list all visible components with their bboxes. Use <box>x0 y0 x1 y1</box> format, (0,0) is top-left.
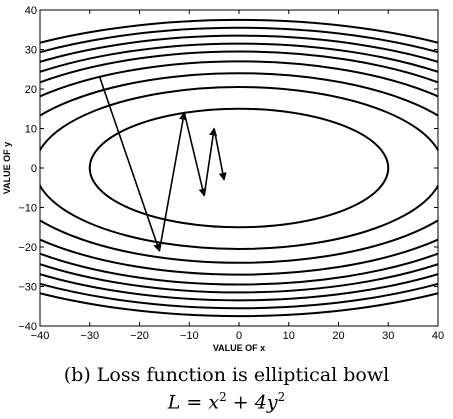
y-axis-ticks: −40 −30 −20 −10 0 10 20 30 40 <box>18 5 438 333</box>
x-tick-label: 0 <box>236 330 242 342</box>
y-tick-label: −20 <box>18 242 37 254</box>
x-tick-label: −10 <box>180 330 199 342</box>
x-axis-ticks: −40 −30 −20 −10 0 10 20 30 40 <box>31 10 444 342</box>
y-tick-label: 0 <box>31 163 37 175</box>
y-tick-label: 30 <box>25 45 37 57</box>
y-axis-label: VALUE OF y <box>2 142 12 194</box>
descent-step-2 <box>158 111 187 252</box>
descent-step-5 <box>213 128 227 181</box>
x-tick-label: 30 <box>382 330 394 342</box>
x-axis-label: VALUE OF x <box>213 343 265 353</box>
descent-step-1 <box>98 76 161 252</box>
figure-caption: (b) Loss function is elliptical bowl <box>63 364 390 386</box>
descent-step-4 <box>203 127 218 196</box>
y-tick-label: 10 <box>25 124 37 136</box>
contour-line-4 <box>40 60 438 276</box>
y-tick-label: 40 <box>25 5 37 17</box>
contour-line-3 <box>40 72 438 264</box>
y-tick-label: 20 <box>25 84 37 96</box>
x-tick-label: −20 <box>130 330 149 342</box>
formula-base: L = x <box>167 391 220 414</box>
x-tick-label: −30 <box>80 330 99 342</box>
x-tick-label: 20 <box>332 330 344 342</box>
y-tick-label: −40 <box>18 321 37 333</box>
descent-step-3 <box>183 112 207 197</box>
contour-lines <box>40 18 438 318</box>
formula-mid: + 4y <box>226 391 278 414</box>
x-tick-label: 10 <box>283 330 295 342</box>
contour-line-1 <box>88 107 390 229</box>
gradient-descent-path <box>98 76 227 252</box>
contour-line-6 <box>40 42 438 294</box>
x-tick-label: −40 <box>31 330 50 342</box>
y-tick-label: −30 <box>18 282 37 294</box>
formula-exponent-y: 2 <box>277 390 286 404</box>
x-tick-label: 40 <box>432 330 444 342</box>
loss-formula: L = x2 + 4y2 <box>0 390 453 413</box>
contour-line-5 <box>40 50 438 286</box>
y-tick-label: −10 <box>18 203 37 215</box>
contour-line-8 <box>40 26 438 310</box>
contour-line-7 <box>40 34 438 302</box>
contour-plot: −40 −30 −20 −10 0 10 20 30 40 −40 −30 −20 −10 0 10 20 3… <box>2 5 444 353</box>
formula-exponent-x: 2 <box>219 390 227 404</box>
contour-line-9 <box>40 18 438 318</box>
contour-line-2 <box>40 86 438 250</box>
